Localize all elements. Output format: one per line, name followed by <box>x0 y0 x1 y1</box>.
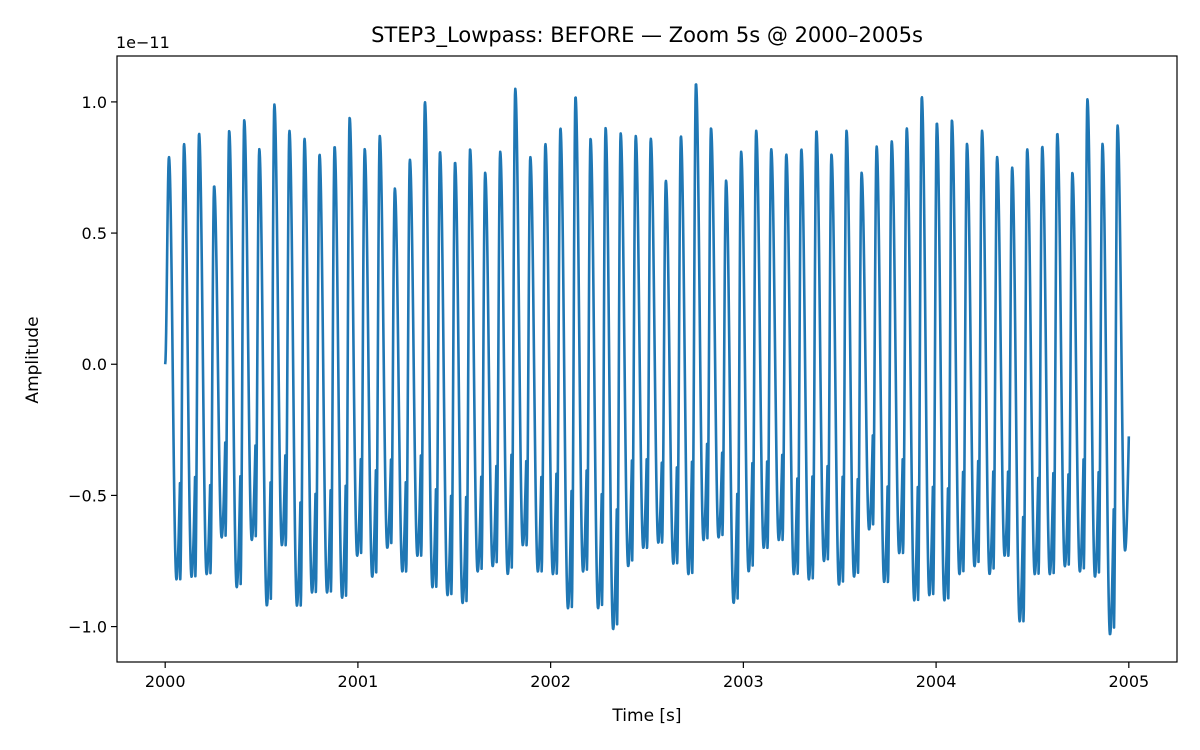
x-tick-label: 2001 <box>338 672 379 691</box>
chart-title: STEP3_Lowpass: BEFORE — Zoom 5s @ 2000–2… <box>371 23 923 48</box>
y-axis-title: Amplitude <box>23 316 43 403</box>
y-offset-label: 1e−11 <box>116 33 170 52</box>
x-tick-label: 2005 <box>1108 672 1149 691</box>
x-axis: 2000 2001 2002 2003 2004 2005 <box>145 662 1149 691</box>
y-tick-label: −1.0 <box>68 618 107 637</box>
x-tick-label: 2002 <box>530 672 571 691</box>
y-tick-label: 0.0 <box>82 355 107 374</box>
signal-series-line <box>163 83 1131 636</box>
x-tick-label: 2004 <box>916 672 957 691</box>
y-tick-label: 1.0 <box>82 93 107 112</box>
y-tick-label: −0.5 <box>68 486 107 505</box>
y-tick-label: 0.5 <box>82 224 107 243</box>
plot-area <box>163 83 1131 636</box>
x-tick-label: 2003 <box>723 672 764 691</box>
x-axis-title: Time [s] <box>611 706 681 726</box>
axes-frame <box>116 55 1178 663</box>
y-axis: −1.0 −0.5 0.0 0.5 1.0 <box>68 93 117 637</box>
x-tick-label: 2000 <box>145 672 186 691</box>
